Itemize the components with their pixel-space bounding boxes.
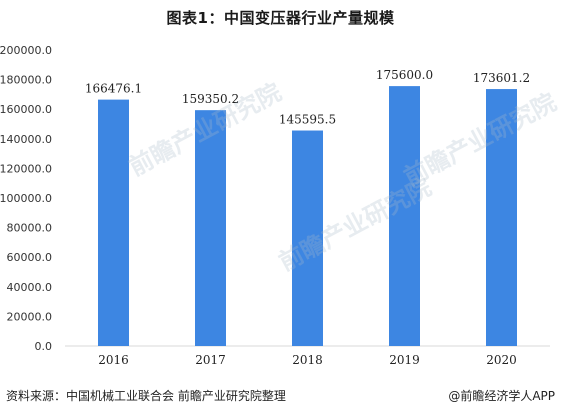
y-tick-label: 60000.0 <box>7 251 53 264</box>
y-tick-label: 40000.0 <box>7 281 53 294</box>
y-tick-label: 0.0 <box>35 340 53 353</box>
bar-2017 <box>195 110 226 346</box>
y-tick-label: 20000.0 <box>7 310 53 323</box>
bar-value-label: 175600.0 <box>376 68 433 82</box>
x-axis-tick-labels: 2016 2017 2018 2019 2020 <box>98 353 517 367</box>
bar-value-label: 159350.2 <box>182 92 239 106</box>
x-tick-label: 2016 <box>98 353 129 367</box>
y-tick-label: 80000.0 <box>7 222 53 235</box>
y-tick-label: 160000.0 <box>0 103 52 116</box>
x-tick-label: 2020 <box>486 353 517 367</box>
y-tick-label: 120000.0 <box>0 162 52 175</box>
brand-credit: @前瞻经济学人APP <box>448 389 555 403</box>
x-tick-label: 2017 <box>195 353 226 367</box>
bar-value-label: 145595.5 <box>279 113 336 127</box>
y-tick-label: 100000.0 <box>0 192 52 205</box>
bar-2019 <box>389 86 420 346</box>
bar-2020 <box>486 89 517 346</box>
bars-group <box>98 86 517 346</box>
x-tick-label: 2018 <box>292 353 323 367</box>
chart-title: 图表1：中国变压器行业产量规模 <box>166 9 395 27</box>
y-tick-label: 200000.0 <box>0 44 52 57</box>
x-tick-label: 2019 <box>389 353 420 367</box>
y-tick-label: 180000.0 <box>0 74 52 87</box>
bar-value-labels: 166476.1 159350.2 145595.5 175600.0 173601.2 <box>85 68 530 126</box>
bar-2018 <box>292 130 323 346</box>
bar-value-label: 173601.2 <box>473 71 530 85</box>
bar-2016 <box>98 99 129 346</box>
y-axis-tick-labels: 0.0 20000.0 40000.0 60000.0 80000.0 100000.0 1… <box>0 44 52 353</box>
source-note: 资料来源：中国机械工业联合会 前瞻产业研究院整理 <box>6 389 286 403</box>
bar-value-label: 166476.1 <box>85 82 142 96</box>
y-tick-label: 140000.0 <box>0 133 52 146</box>
